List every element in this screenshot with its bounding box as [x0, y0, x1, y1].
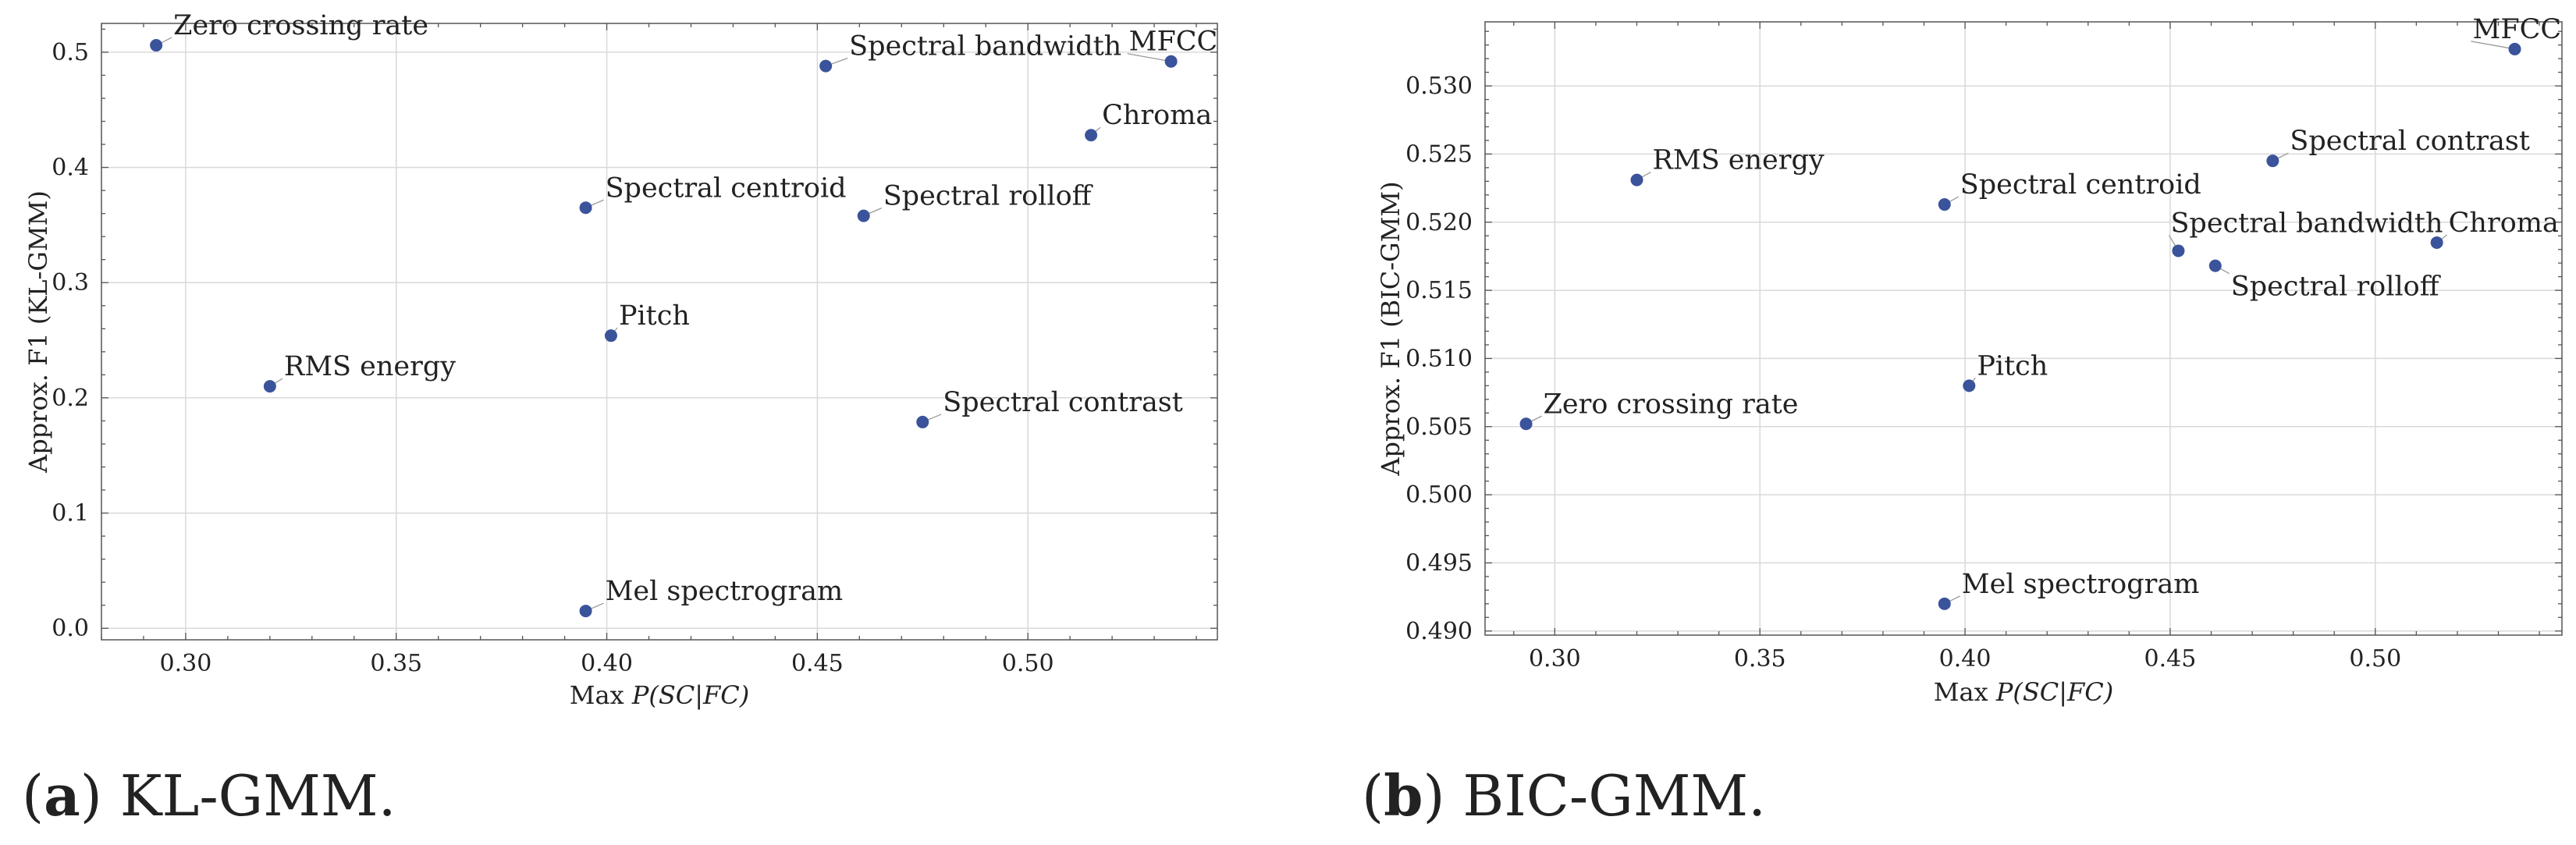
plot-frame: [1484, 21, 2563, 636]
point-label-zero-crossing-rate: Zero crossing rate: [173, 10, 428, 41]
point-label-spectral-contrast: Spectral contrast: [2290, 126, 2530, 157]
x-tick-label: 0.50: [2349, 645, 2401, 673]
point-label-pitch: Pitch: [1977, 350, 2048, 382]
point-label-spectral-bandwidth: Spectral bandwidth: [2170, 208, 2443, 239]
y-tick-label: 0.495: [1405, 549, 1473, 577]
point-chroma: [1085, 129, 1098, 142]
point-label-zero-crossing-rate: Zero crossing rate: [1544, 389, 1799, 420]
point-label-spectral-rolloff: Spectral rolloff: [883, 181, 1093, 212]
x-tick-label: 0.45: [2144, 645, 2197, 673]
y-tick-label: 0.520: [1405, 209, 1473, 236]
point-mel-spectrogram: [1938, 597, 1951, 610]
point-label-spectral-rolloff: Spectral rolloff: [2231, 272, 2441, 303]
panel-kl-gmm: 0.30 0.35 0.40 0.45 0.50 0.0 0.1 0.2 0.3 0.4 0.5 Ma…: [23, 10, 1218, 710]
point-label-chroma: Chroma: [1102, 100, 1212, 131]
point-label-spectral-contrast: Spectral contrast: [943, 387, 1183, 418]
point-spectral-rolloff: [857, 209, 870, 222]
point-rms-energy: [1630, 173, 1643, 186]
point-label-mel-spectrogram: Mel spectrogram: [606, 576, 844, 607]
plot-frame: [101, 23, 1218, 641]
point-label-spectral-bandwidth: Spectral bandwidth: [849, 31, 1121, 62]
y-tick-label: 0.1: [52, 500, 89, 527]
y-tick-label: 0.530: [1405, 73, 1473, 100]
x-tick-label: 0.40: [581, 650, 633, 677]
x-tick-label: 0.35: [1734, 645, 1786, 673]
point-mel-spectrogram: [579, 605, 592, 618]
y-tick-label: 0.500: [1405, 481, 1473, 509]
y-tick-label: 0.490: [1405, 618, 1473, 645]
point-mfcc: [2508, 42, 2521, 55]
y-tick-label: 0.2: [52, 385, 89, 412]
point-spectral-bandwidth: [2172, 244, 2185, 257]
y-tick-label: 0.3: [52, 269, 89, 296]
y-tick-label: 0.510: [1405, 345, 1473, 372]
point-pitch: [1963, 379, 1976, 392]
y-axis-label: Approx. F1 (KL-GMM): [23, 190, 53, 474]
x-tick-label: 0.35: [370, 650, 422, 677]
point-label-mel-spectrogram: Mel spectrogram: [1962, 569, 2200, 600]
caption-b: (b) BIC-GMM.: [1362, 762, 1766, 829]
point-spectral-centroid: [579, 201, 592, 215]
point-spectral-contrast: [2266, 154, 2279, 168]
point-spectral-bandwidth: [819, 59, 833, 73]
y-axis-label: Approx. F1 (BIC-GMM): [1376, 181, 1405, 476]
point-spectral-centroid: [1938, 198, 1951, 211]
point-chroma: [2430, 236, 2443, 249]
point-label-rms-energy: RMS energy: [1653, 145, 1825, 176]
point-label-chroma: Chroma: [2449, 208, 2559, 239]
point-label-mfcc: MFCC: [1129, 27, 1218, 58]
x-axis-label: Max P(SC|FC): [570, 680, 749, 710]
point-zero-crossing-rate: [1519, 417, 1533, 431]
x-tick-label: 0.30: [160, 650, 212, 677]
x-tick-label: 0.50: [1002, 650, 1054, 677]
point-label-mfcc: MFCC: [2473, 14, 2562, 45]
caption-a: (a) KL-GMM.: [22, 762, 396, 829]
x-tick-label: 0.40: [1939, 645, 1992, 673]
y-tick-label: 0.4: [52, 154, 89, 182]
y-tick-label: 0.0: [52, 615, 89, 642]
y-tick-label: 0.525: [1405, 140, 1473, 168]
point-zero-crossing-rate: [150, 39, 163, 52]
x-tick-label: 0.45: [791, 650, 844, 677]
y-tick-label: 0.5: [52, 39, 89, 66]
point-mfcc: [1164, 55, 1178, 68]
point-label-rms-energy: RMS energy: [284, 351, 456, 382]
point-label-spectral-centroid: Spectral centroid: [606, 172, 847, 204]
point-label-pitch: Pitch: [619, 300, 690, 332]
panel-bic-gmm: 0.30 0.35 0.40 0.45 0.50 0.490 0.495 0.500 0.505…: [1376, 14, 2563, 707]
leader-line-mfcc: [2471, 41, 2515, 50]
point-label-spectral-centroid: Spectral centroid: [1960, 169, 2201, 201]
y-tick-label: 0.505: [1405, 414, 1473, 441]
point-rms-energy: [263, 380, 276, 393]
x-axis-label: Max P(SC|FC): [1934, 677, 2113, 707]
point-pitch: [604, 329, 617, 343]
x-tick-label: 0.30: [1529, 645, 1581, 673]
leader-line-mfcc: [1127, 53, 1171, 62]
y-tick-label: 0.515: [1405, 277, 1473, 304]
point-spectral-contrast: [916, 415, 929, 428]
point-spectral-rolloff: [2208, 259, 2222, 272]
